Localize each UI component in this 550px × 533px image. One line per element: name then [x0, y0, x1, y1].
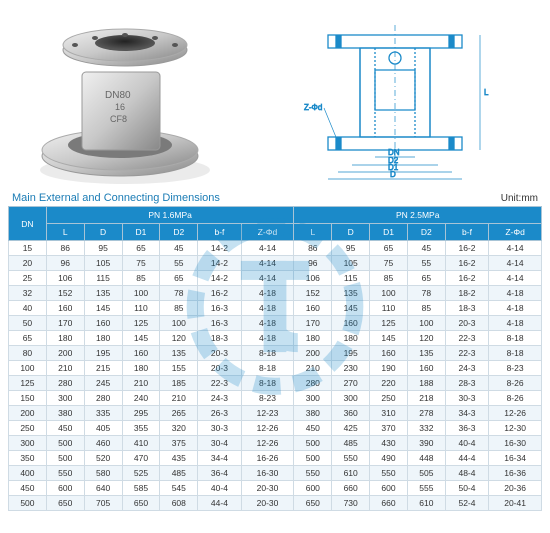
subcol-Z-Φd: Z-Φd: [489, 224, 542, 241]
subcol-D2: D2: [160, 224, 198, 241]
table-row: 8020019516013520-38-1820019516013522-38-…: [9, 346, 542, 361]
photo-dn-text: DN80: [105, 90, 131, 101]
dimensions-table: DN PN 1.6MPa PN 2.5MPa LDD1D2b-fZ-ΦdLDD1…: [8, 206, 542, 511]
dim-Z: Z-Φd: [304, 103, 322, 112]
subcol-D2: D2: [407, 224, 445, 241]
table-title: Main External and Connecting Dimensions: [12, 192, 220, 204]
subcol-D1: D1: [122, 224, 160, 241]
table-row: 35050052047043534-416-2650055049044844-4…: [9, 451, 542, 466]
table-row: 6518018014512018-34-1818018014512022-38-…: [9, 331, 542, 346]
subcol-L: L: [294, 224, 332, 241]
subcol-Z-Φd: Z-Φd: [241, 224, 294, 241]
subcol-b-f: b-f: [445, 224, 488, 241]
table-row: 15030028024021024-38-2330030025021830-38…: [9, 391, 542, 406]
col-dn: DN: [9, 207, 47, 241]
table-row: 401601451108516-34-181601451108518-34-18: [9, 301, 542, 316]
table-row: 25106115856514-24-14106115856516-24-14: [9, 271, 542, 286]
subcol-L: L: [46, 224, 84, 241]
table-row: 50065070565060844-420-3065073066061052-4…: [9, 496, 542, 511]
table-row: 45060064058554540-420-3060066060055550-4…: [9, 481, 542, 496]
table-row: 2096105755514-24-1496105755516-24-14: [9, 256, 542, 271]
table-row: 158695654514-24-148695654516-24-14: [9, 241, 542, 256]
photo-pn-text: 16: [115, 102, 125, 112]
col-group-pn25: PN 2.5MPa: [294, 207, 542, 224]
subcol-D: D: [332, 224, 370, 241]
table-row: 5017016012510016-34-1817016012510020-34-…: [9, 316, 542, 331]
photo-mat-text: CF8: [110, 114, 127, 124]
col-group-pn16: PN 1.6MPa: [46, 207, 294, 224]
table-row: 321521351007816-24-181521351007818-24-18: [9, 286, 542, 301]
table-row: 25045040535532030-312-2645042537033236-3…: [9, 421, 542, 436]
table-row: 30050046041037530-412-2650048543039040-4…: [9, 436, 542, 451]
table-row: 12528024521018522-38-1828027022018828-38…: [9, 376, 542, 391]
unit-label: Unit:mm: [501, 193, 538, 204]
product-photo: DN80 16 CF8: [20, 10, 250, 185]
technical-diagram: L DN D2 D1 D Z-Φd: [280, 10, 520, 185]
subcol-D: D: [84, 224, 122, 241]
subcol-D1: D1: [370, 224, 408, 241]
table-row: 10021021518015520-38-1821023019016024-38…: [9, 361, 542, 376]
dim-D: D: [390, 170, 396, 179]
table-row: 40055058052548536-416-3055061055050548-4…: [9, 466, 542, 481]
table-row: 20038033529526526-312-2338036031027834-3…: [9, 406, 542, 421]
dim-L: L: [484, 88, 489, 97]
subcol-b-f: b-f: [198, 224, 241, 241]
